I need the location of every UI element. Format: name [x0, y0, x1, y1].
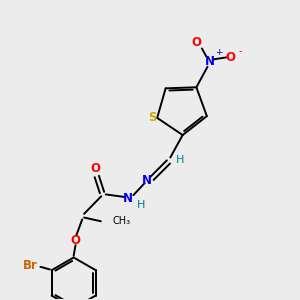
Text: N: N — [142, 174, 152, 187]
Text: Br: Br — [22, 259, 38, 272]
Text: -: - — [239, 46, 242, 56]
Text: S: S — [148, 111, 157, 124]
Text: CH₃: CH₃ — [112, 216, 130, 226]
Text: O: O — [226, 51, 236, 64]
Text: O: O — [70, 234, 80, 247]
Text: O: O — [191, 36, 201, 49]
Text: N: N — [204, 55, 214, 68]
Text: N: N — [123, 192, 133, 205]
Text: O: O — [90, 162, 100, 175]
Text: H: H — [136, 200, 145, 210]
Text: +: + — [215, 48, 223, 57]
Text: H: H — [176, 155, 184, 165]
